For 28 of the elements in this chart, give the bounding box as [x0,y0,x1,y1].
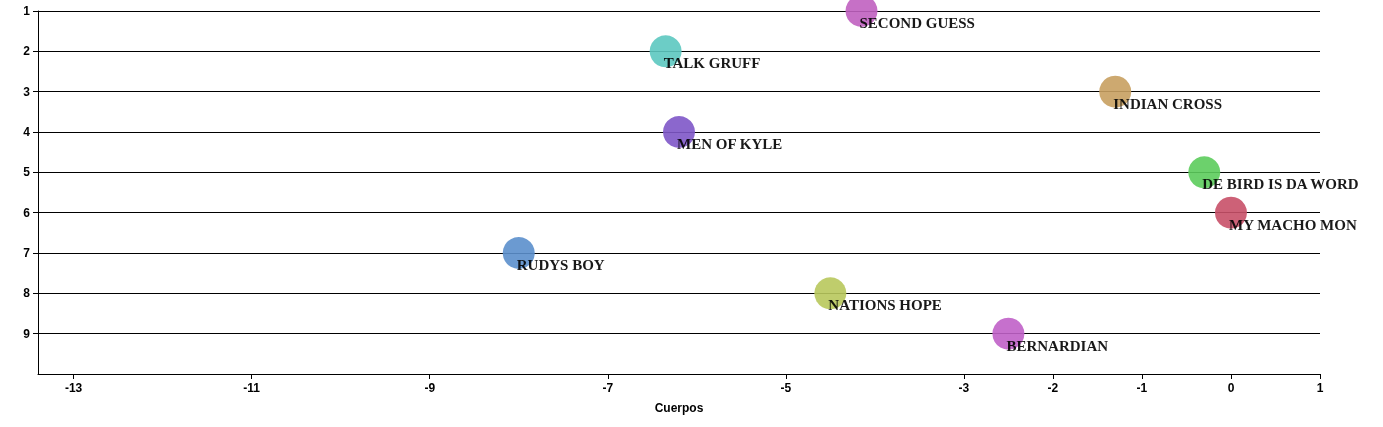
series-label: DE BIRD IS DA WORD [1202,176,1359,193]
x-tick-label: -1 [1136,381,1148,395]
series-label: INDIAN CROSS [1113,95,1223,112]
x-tick-label: -3 [958,381,970,395]
x-tick-label: -11 [243,381,261,395]
series-label: SECOND GUESS [859,15,975,31]
series-label: MEN OF KYLE [677,136,783,152]
x-tick-label: -2 [1047,381,1059,395]
x-axis-title: Cuerpos [654,401,704,415]
x-tick-label: -7 [602,381,614,395]
series-label: NATIONS HOPE [828,297,942,314]
y-tick-label: 2 [23,44,31,59]
series-label: TALK GRUFF [663,55,761,72]
y-tick-label: 9 [23,326,31,341]
x-tick-label: -5 [780,381,792,395]
y-tick-label: 7 [23,246,31,260]
x-tick-label: 1 [1316,381,1324,395]
y-tick-label: 5 [23,165,31,180]
series-label: RUDYS BOY [516,257,605,273]
y-tick-label: 1 [23,4,31,18]
y-tick-label: 3 [23,84,31,99]
series-label: BERNARDIAN [1006,337,1109,354]
x-tick-label: 0 [1227,381,1235,395]
y-tick-label: 4 [23,125,31,139]
x-tick-label: -9 [424,381,436,395]
y-tick-label: 6 [23,205,31,220]
y-tick-label: 8 [23,286,31,301]
x-tick-label: -13 [64,381,83,395]
